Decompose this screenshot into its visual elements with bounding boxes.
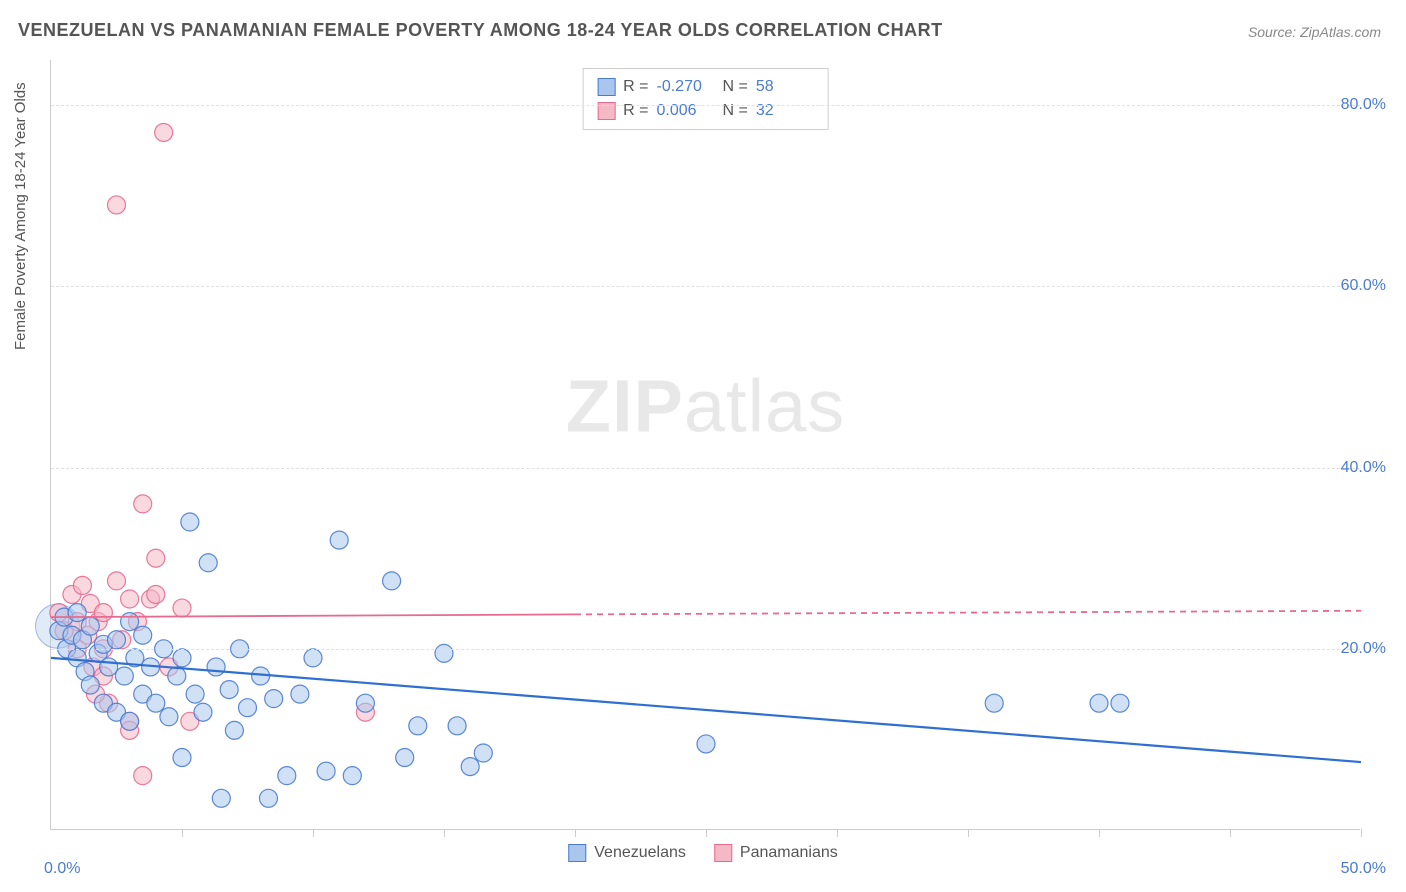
ytick-80: 80.0%: [1341, 96, 1386, 114]
legend-label-panamanians: Panamanians: [740, 844, 838, 862]
plot-area: ZIPatlas R = -0.270 N = 58 R = 0.006 N =…: [50, 60, 1360, 830]
swatch-panamanians-icon: [714, 844, 732, 862]
legend-label-venezuelans: Venezuelans: [594, 844, 686, 862]
swatch-venezuelans-icon: [568, 844, 586, 862]
xtick-end: 50.0%: [1341, 860, 1386, 878]
legend-item-panamanians: Panamanians: [714, 844, 838, 862]
ytick-20: 20.0%: [1341, 640, 1386, 658]
legend-item-venezuelans: Venezuelans: [568, 844, 686, 862]
xtick-start: 0.0%: [44, 860, 80, 878]
ytick-60: 60.0%: [1341, 277, 1386, 295]
source-attribution: Source: ZipAtlas.com: [1248, 24, 1381, 40]
y-axis-label: Female Poverty Among 18-24 Year Olds: [12, 82, 29, 350]
ytick-40: 40.0%: [1341, 459, 1386, 477]
chart-title: VENEZUELAN VS PANAMANIAN FEMALE POVERTY …: [18, 20, 943, 41]
series-legend: Venezuelans Panamanians: [568, 844, 837, 862]
scatter-svg: [51, 60, 1360, 829]
